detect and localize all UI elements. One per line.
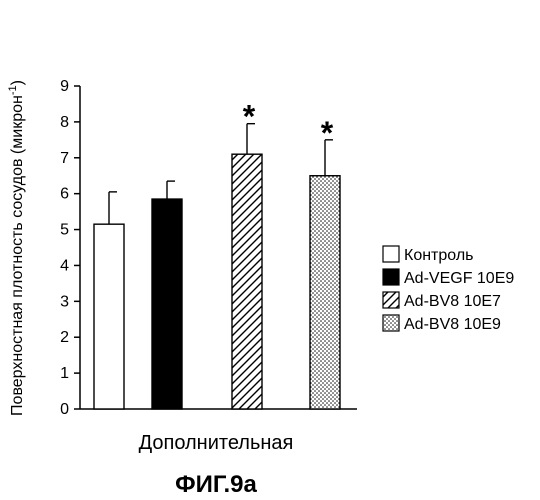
significance-markers: ** (243, 99, 334, 151)
figure-caption: ФИГ.9a (175, 471, 257, 498)
y-axis-label-superscript: -1 (7, 85, 19, 95)
y-axis-label-main: Поверхностная плотность сосудов (микрон (9, 95, 26, 416)
y-tick-label: 1 (60, 365, 69, 382)
significance-star: * (321, 115, 334, 151)
legend-label: Ad-BV8 10E9 (404, 316, 501, 333)
legend-label: Ad-VEGF 10E9 (404, 270, 514, 287)
y-tick-label: 8 (60, 114, 69, 131)
y-ticks: 0 1 2 3 4 5 6 7 8 9 (60, 78, 80, 418)
legend-swatch (383, 315, 399, 331)
y-tick-label: 4 (60, 257, 69, 274)
x-axis-label: Дополнительная (139, 432, 294, 454)
error-bars (109, 124, 333, 224)
legend-label: Ad-BV8 10E7 (404, 293, 501, 310)
y-axis-label-close: ) (9, 80, 26, 85)
bar-контроль (94, 224, 124, 409)
bar-ad-vegf-10e9 (152, 199, 182, 409)
legend: Контроль Ad-VEGF 10E9 Ad-BV8 10E7 Ad-BV8 10… (383, 246, 514, 333)
significance-star: * (243, 99, 256, 135)
y-tick-label: 0 (60, 401, 69, 418)
y-tick-label: 7 (60, 150, 69, 167)
y-tick-label: 3 (60, 293, 69, 310)
y-axis-label: Поверхностная плотность сосудов (микрон-… (7, 80, 26, 416)
legend-swatch (383, 246, 399, 262)
legend-swatch (383, 292, 399, 308)
legend-swatch (383, 269, 399, 285)
bar-ad-bv8-10e7 (232, 154, 262, 409)
bars (94, 154, 340, 409)
y-tick-label: 5 (60, 222, 69, 239)
legend-label: Контроль (404, 247, 474, 264)
y-tick-label: 2 (60, 329, 69, 346)
y-tick-label: 9 (60, 78, 69, 95)
bar-ad-bv8-10e9 (310, 176, 340, 409)
y-tick-label: 6 (60, 186, 69, 203)
